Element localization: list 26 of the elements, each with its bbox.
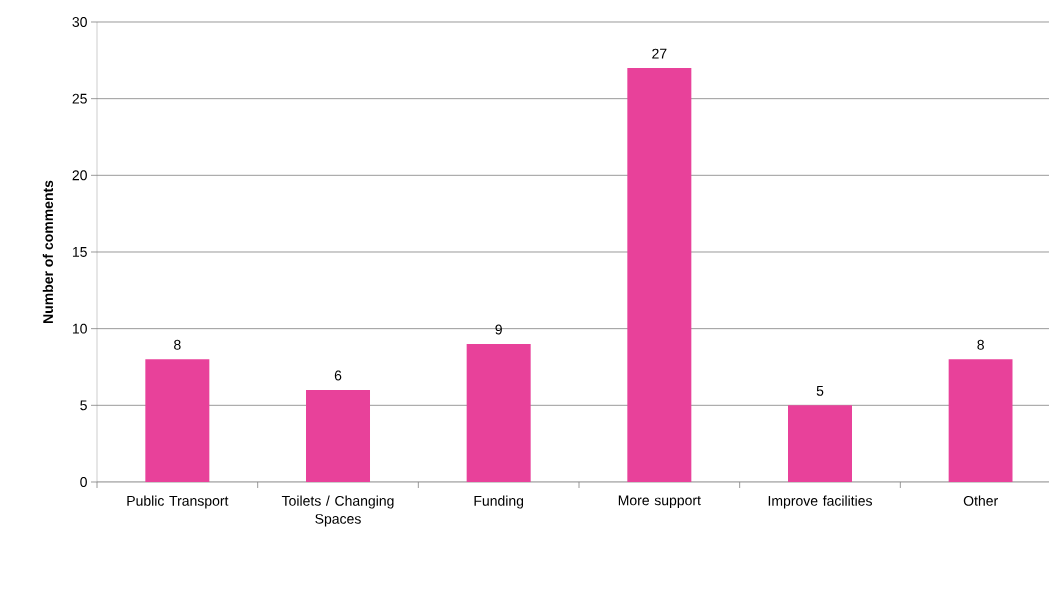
y-tick-label: 5 xyxy=(80,400,87,411)
bar xyxy=(948,359,1013,482)
y-tick-label: 20 xyxy=(72,170,87,181)
data-label: 27 xyxy=(652,48,667,59)
data-label: 8 xyxy=(174,339,181,350)
bar xyxy=(306,389,371,482)
data-label: 6 xyxy=(334,370,342,381)
x-tick-label: Funding xyxy=(474,495,524,509)
x-tick-label: Improve facilities xyxy=(768,495,872,509)
data-label: 5 xyxy=(816,386,824,396)
bar xyxy=(466,343,531,482)
y-axis-title: Number of comments xyxy=(42,180,54,323)
x-tick-label: Toilets / Changing Spaces xyxy=(281,495,394,527)
x-tick-label: Public Transport xyxy=(127,495,229,509)
y-tick-label: 25 xyxy=(72,93,87,104)
bar xyxy=(788,405,852,482)
y-tick-label: 10 xyxy=(72,323,87,334)
y-tick-label: 0 xyxy=(80,477,87,487)
data-label: 9 xyxy=(495,324,502,335)
x-tick-label: More support xyxy=(618,495,701,509)
bar xyxy=(145,359,210,482)
bar xyxy=(627,67,692,482)
y-tick-label: 15 xyxy=(72,247,87,257)
x-tick-label: Other xyxy=(963,495,998,506)
data-label: 8 xyxy=(977,339,984,350)
y-tick-label: 30 xyxy=(72,17,87,27)
